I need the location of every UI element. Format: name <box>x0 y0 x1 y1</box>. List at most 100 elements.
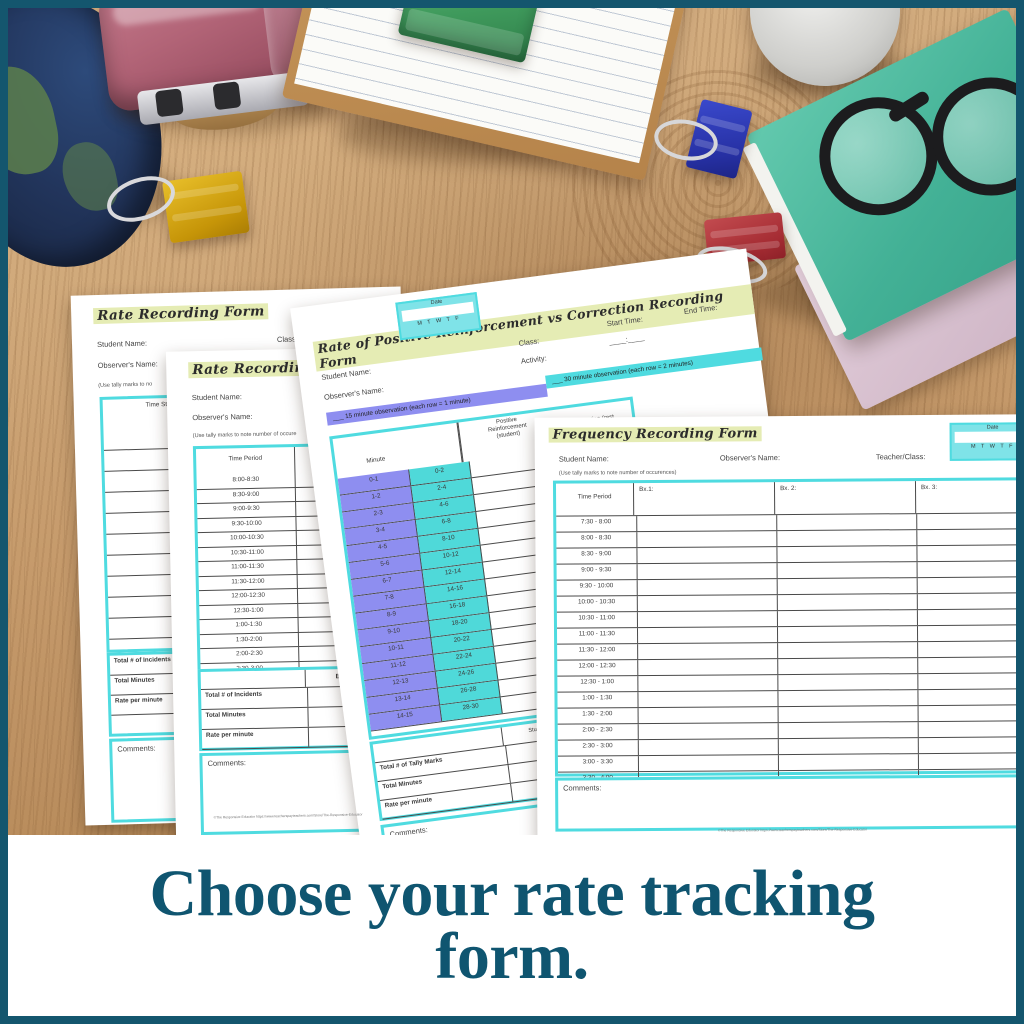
instruction-2: (Use tally marks to note number of occur… <box>192 431 297 440</box>
table-cell[interactable] <box>918 657 1016 673</box>
start-time-input[interactable]: ____:____ <box>608 332 645 347</box>
form-frequency-recording[interactable]: Frequency Recording Form Date M T W T F … <box>534 414 1016 835</box>
table-cell[interactable]: 12:00-12:30 <box>198 589 299 605</box>
table-cell[interactable] <box>637 675 779 692</box>
date-box-frequency[interactable]: Date M T W T F <box>949 422 1016 461</box>
table-cell[interactable]: 8:30 - 9:00 <box>556 548 638 564</box>
table-cell[interactable]: 9:30-10:00 <box>197 516 297 533</box>
table-cell[interactable] <box>778 754 919 771</box>
table-cell[interactable] <box>777 674 919 691</box>
table-cell[interactable] <box>777 642 919 659</box>
table-cell[interactable]: 8:00 - 8:30 <box>556 532 637 548</box>
table-cell[interactable] <box>777 658 919 675</box>
col-header-time-period-2: Time Period <box>195 447 296 476</box>
table-cell[interactable] <box>637 595 778 612</box>
table-cell[interactable]: 11:00 - 11:30 <box>556 628 638 644</box>
table-cell[interactable]: 9:00-9:30 <box>197 502 297 518</box>
table-cell[interactable]: 3:00 - 3:30 <box>557 756 639 772</box>
table-cell[interactable]: 7:30 - 8:00 <box>556 516 637 532</box>
table-cell[interactable] <box>636 547 778 564</box>
table-cell[interactable] <box>917 513 1016 529</box>
table-cell[interactable] <box>776 530 918 547</box>
table-cell[interactable] <box>638 739 779 756</box>
table-cell[interactable]: 10:30-11:00 <box>198 545 298 562</box>
table-cell[interactable]: 1:30 - 2:00 <box>557 708 639 724</box>
caption-banner: Choose your rate tracking form. <box>8 835 1016 1016</box>
table-cell[interactable]: Total # of Incidents <box>201 687 308 710</box>
table-cell[interactable]: 2:30 - 3:00 <box>557 740 639 756</box>
table-cell[interactable]: 12:30-1:00 <box>199 603 299 620</box>
table-cell[interactable]: 10:00 - 10:30 <box>556 596 638 612</box>
table-cell[interactable] <box>778 738 919 755</box>
table-cell[interactable] <box>637 627 778 644</box>
table-cell[interactable] <box>637 563 778 580</box>
table-cell[interactable] <box>919 753 1016 769</box>
table-cell[interactable] <box>638 723 779 740</box>
table-cell[interactable] <box>918 609 1016 625</box>
table-cell[interactable] <box>777 562 918 579</box>
table-cell[interactable]: 9:00 - 9:30 <box>556 564 638 580</box>
table-cell[interactable]: 1:00-1:30 <box>199 617 300 634</box>
table-cell[interactable] <box>637 643 778 660</box>
table-cell[interactable] <box>778 706 919 723</box>
table-cell[interactable]: 12:30 - 1:00 <box>557 676 638 692</box>
table-cell[interactable] <box>918 673 1016 689</box>
table-cell[interactable] <box>917 545 1016 561</box>
comments-box-4[interactable]: Comments: <box>555 774 1016 832</box>
table-cell[interactable] <box>918 625 1016 641</box>
table-cell[interactable] <box>777 546 918 563</box>
table-cell[interactable] <box>777 626 918 643</box>
col-header-bx3-4: Bx. 3: <box>921 483 938 492</box>
weekday-row-2: M T W T F <box>970 443 1015 450</box>
table-cell[interactable] <box>776 514 918 531</box>
table-cell[interactable]: 1:00 - 1:30 <box>557 692 639 708</box>
band-30-minute-observation: ___ 30 minute observation (each row = 2 … <box>545 347 763 389</box>
table-cell[interactable] <box>918 705 1016 721</box>
table-cell[interactable] <box>636 515 777 532</box>
date-input-2[interactable] <box>954 431 1016 443</box>
table-cell[interactable] <box>917 577 1016 593</box>
table-cell[interactable]: 2:00-2:30 <box>200 646 300 663</box>
table-cell[interactable] <box>917 529 1016 545</box>
table-cell[interactable] <box>637 691 779 708</box>
table-cell[interactable] <box>638 707 779 724</box>
table-cell[interactable]: 2:00 - 2:30 <box>557 724 639 740</box>
observer-name-label-4: Observer's Name: <box>719 453 781 463</box>
table-cell[interactable]: 11:30 - 12:00 <box>557 644 638 660</box>
table-cell[interactable] <box>777 578 918 595</box>
table-cell[interactable] <box>637 611 778 628</box>
table-cell[interactable]: 9:30 - 10:00 <box>556 580 638 596</box>
date-label-2: Date <box>986 424 999 431</box>
table-cell[interactable] <box>637 659 778 676</box>
desk-photo: Rate Recording Form Student Name: Class:… <box>8 8 1016 835</box>
table-cell[interactable]: 12:00 - 12:30 <box>557 660 638 676</box>
form-title-frequency: Frequency Recording Form <box>548 426 762 443</box>
table-frequency[interactable]: Time Period Bx.1: Bx. 2: Bx. 3: 7:30 - 8… <box>552 477 1016 789</box>
table-cell[interactable]: 10:00-10:30 <box>197 531 298 547</box>
table-cell[interactable] <box>778 722 919 739</box>
table-cell[interactable]: 11:00-11:30 <box>198 560 298 576</box>
table-cell[interactable] <box>918 689 1016 705</box>
table-cell[interactable] <box>636 531 778 548</box>
table-cell[interactable]: Total Minutes <box>201 707 309 730</box>
table-cell[interactable] <box>917 561 1016 577</box>
instruction-1: (Use tally marks to no <box>98 381 153 389</box>
table-cell[interactable] <box>637 579 778 596</box>
table-cell[interactable]: 8:00-8:30 <box>196 473 297 489</box>
form-title-rate-back: Rate Recording Form <box>93 303 269 325</box>
table-cell[interactable]: 10:30 - 11:00 <box>556 612 638 628</box>
table-cell[interactable] <box>918 721 1016 737</box>
table-cell[interactable] <box>777 594 918 611</box>
table-cell[interactable] <box>638 755 779 772</box>
table-cell[interactable]: 11:30-12:00 <box>198 574 299 591</box>
table-cell[interactable]: 1:30-2:00 <box>199 632 300 649</box>
table-cell[interactable] <box>919 737 1016 753</box>
student-name-label-2: Student Name: <box>191 392 242 403</box>
table-cell[interactable]: Rate per minute <box>201 727 309 750</box>
table-cell[interactable] <box>918 641 1016 657</box>
table-cell[interactable] <box>777 610 918 627</box>
table-cell[interactable] <box>778 690 919 707</box>
col-header-bx2-4: Bx. 2: <box>775 481 917 515</box>
table-cell[interactable] <box>918 593 1016 609</box>
table-cell[interactable]: 8:30-9:00 <box>196 487 297 504</box>
